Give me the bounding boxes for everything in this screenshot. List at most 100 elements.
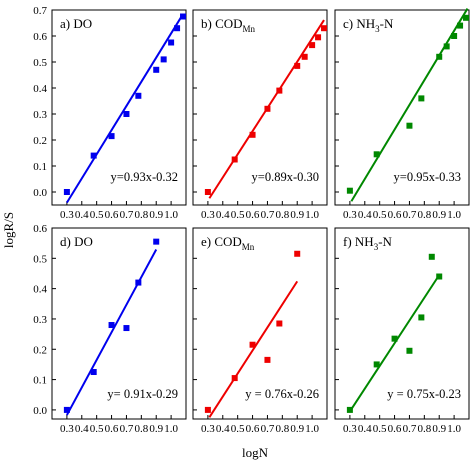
data-point xyxy=(231,375,238,382)
panel-label-tail: -N xyxy=(378,234,392,249)
panel-label-subscript: Mn xyxy=(243,24,256,34)
panel-label: b) CODMn xyxy=(201,16,256,34)
x-tick-label: 0.9 xyxy=(149,209,163,221)
fit-equation: y=0.95x-0.33 xyxy=(394,170,461,184)
x-tick-label: 0.7 xyxy=(403,423,417,435)
panel-label: d) DO xyxy=(60,234,93,249)
y-axis-title: logR/S xyxy=(1,212,16,248)
panel-label-tail: -N xyxy=(380,16,394,31)
fit-equation: y= 0.91x-0.29 xyxy=(107,387,178,401)
data-point xyxy=(153,66,160,73)
data-point xyxy=(346,187,353,194)
x-tick-label: 1.0 xyxy=(164,209,178,221)
x-tick-label: 0.9 xyxy=(432,209,446,221)
data-point xyxy=(309,42,316,49)
panel-row0-panel2: 0.3 0.4 0.5 0.6 0.7 0.8 0.9 1.0 c) NH3-N y=0.95x-… xyxy=(334,8,470,221)
panel-label-main: c) NH xyxy=(343,16,375,31)
x-tick-label: 0.7 xyxy=(261,209,275,221)
panel-label: a) DO xyxy=(60,16,92,31)
y-tick-label: 0.1 xyxy=(33,161,47,173)
data-point xyxy=(346,406,353,413)
data-point xyxy=(391,335,398,342)
x-tick-label: 0.8 xyxy=(134,423,148,435)
panel-label: e) CODMn xyxy=(201,234,255,252)
panel-row1-panel2: 0.3 0.4 0.5 0.6 0.7 0.8 0.9 1.0 f) NH3-N y = 0.75… xyxy=(334,227,470,435)
data-point xyxy=(90,369,97,376)
x-tick-label: 0.8 xyxy=(417,209,431,221)
x-tick-label: 0.6 xyxy=(246,423,260,435)
data-point xyxy=(204,406,211,413)
y-tick-label: 0.4 xyxy=(33,284,47,296)
x-tick-label: 0.3 xyxy=(60,209,74,221)
x-tick-label: 0.8 xyxy=(417,423,431,435)
x-tick-label: 1.0 xyxy=(447,209,461,221)
x-tick-label: 0.4 xyxy=(75,209,89,221)
x-tick-label: 0.5 xyxy=(373,423,387,435)
data-point xyxy=(204,189,211,195)
data-point xyxy=(436,53,443,60)
x-tick-label: 0.9 xyxy=(290,423,304,435)
y-tick-label: 0.6 xyxy=(33,31,47,43)
data-point xyxy=(135,92,142,99)
panel-frame xyxy=(51,9,187,206)
y-tick-label: 0.4 xyxy=(33,83,47,95)
x-tick-label: 0.5 xyxy=(231,423,245,435)
x-tick-label: 0.4 xyxy=(75,423,89,435)
data-point xyxy=(276,320,283,327)
x-tick-label: 0.3 xyxy=(201,209,215,221)
data-point xyxy=(463,14,470,21)
x-tick-label: 0.7 xyxy=(120,209,134,221)
x-tick-label: 0.4 xyxy=(216,423,230,435)
panel-row1-panel0: 0.3 0.4 0.5 0.6 0.7 0.8 0.9 1.00.00.10.20.30.40… xyxy=(33,223,187,435)
panel-label-main: f) NH xyxy=(343,234,374,249)
y-tick-label: 0.7 xyxy=(33,5,47,17)
x-axis-title: logN xyxy=(242,445,269,460)
panel-label-main: d) DO xyxy=(60,234,93,249)
data-point xyxy=(264,105,271,112)
data-point xyxy=(123,325,130,332)
x-tick-label: 0.5 xyxy=(231,209,245,221)
x-tick-label: 0.7 xyxy=(261,423,275,435)
fit-equation: y=0.93x-0.32 xyxy=(111,170,178,184)
fit-line xyxy=(208,280,299,418)
x-tick-label: 0.6 xyxy=(388,423,402,435)
y-tick-label: 0.3 xyxy=(33,314,47,326)
x-tick-label: 0.4 xyxy=(216,209,230,221)
data-point xyxy=(63,406,70,413)
data-point xyxy=(160,56,167,63)
panel-frame xyxy=(192,227,328,420)
y-tick-label: 0.0 xyxy=(33,187,47,199)
data-point xyxy=(90,152,97,159)
x-tick-label: 0.5 xyxy=(90,209,104,221)
fit-line xyxy=(349,274,441,412)
x-tick-label: 0.3 xyxy=(343,209,357,221)
y-tick-label: 0.1 xyxy=(33,375,47,387)
x-tick-label: 0.7 xyxy=(120,423,134,435)
x-tick-label: 1.0 xyxy=(164,423,178,435)
x-tick-label: 0.6 xyxy=(246,209,260,221)
fit-line xyxy=(66,249,158,416)
data-point xyxy=(294,62,301,69)
data-point xyxy=(123,111,130,117)
data-point xyxy=(168,39,175,46)
x-tick-label: 0.6 xyxy=(105,423,119,435)
x-tick-label: 0.4 xyxy=(358,423,372,435)
data-point xyxy=(108,322,115,329)
data-point xyxy=(276,87,283,94)
data-point xyxy=(135,279,142,286)
data-point xyxy=(406,347,413,354)
data-point xyxy=(180,13,187,20)
x-tick-label: 0.8 xyxy=(275,209,289,221)
y-tick-label: 0.6 xyxy=(33,223,47,235)
x-tick-label: 0.9 xyxy=(432,423,446,435)
data-point xyxy=(451,33,458,39)
x-tick-label: 0.3 xyxy=(343,423,357,435)
panel-frame xyxy=(51,227,187,420)
data-point xyxy=(249,341,256,348)
data-point xyxy=(108,133,115,140)
fit-equation: y = 0.75x-0.23 xyxy=(387,387,461,401)
y-tick-label: 0.5 xyxy=(33,253,47,265)
x-tick-label: 0.3 xyxy=(201,423,215,435)
data-point xyxy=(418,314,425,321)
